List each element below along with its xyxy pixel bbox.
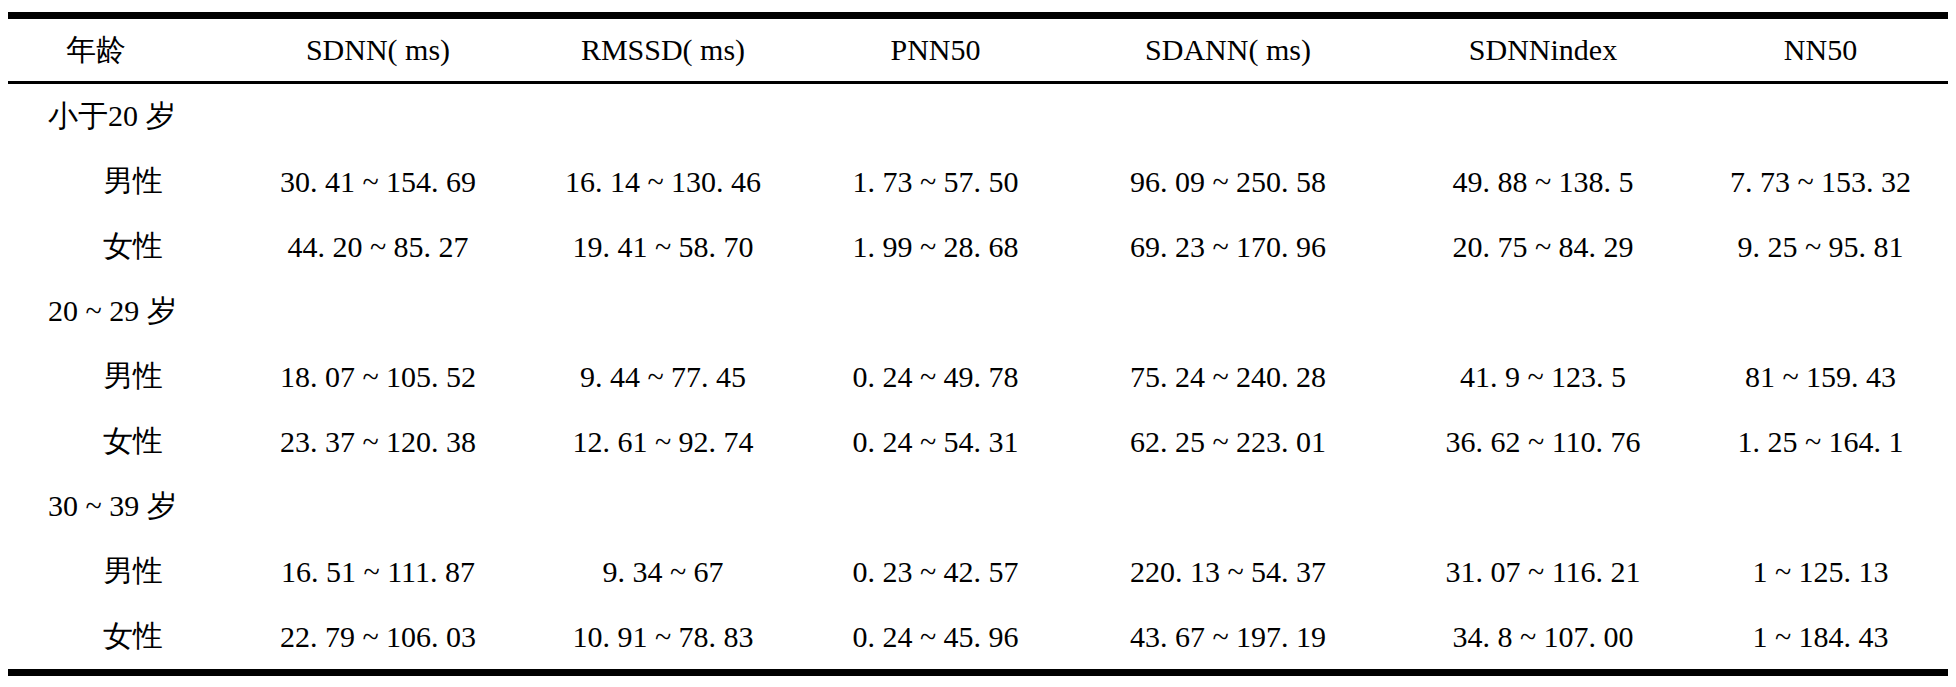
column-header-nn50: NN50 bbox=[1693, 16, 1948, 83]
table-row-20-29-male: 男性 18. 07 ~ 105. 52 9. 44 ~ 77. 45 0. 24… bbox=[8, 344, 1948, 409]
table-row-30-39-female: 女性 22. 79 ~ 106. 03 10. 91 ~ 78. 83 0. 2… bbox=[8, 604, 1948, 673]
group-row-under-20: 小于20 岁 bbox=[8, 83, 1948, 150]
cell-nn50: 1 ~ 125. 13 bbox=[1693, 539, 1948, 604]
cell-nn50: 1. 25 ~ 164. 1 bbox=[1693, 409, 1948, 474]
cell-sdann: 43. 67 ~ 197. 19 bbox=[1063, 604, 1393, 673]
table-header-row: 年龄 SDNN( ms) RMSSD( ms) PNN50 SDANN( ms)… bbox=[8, 16, 1948, 83]
cell-rmssd: 9. 34 ~ 67 bbox=[518, 539, 808, 604]
column-header-sdnnindex: SDNNindex bbox=[1393, 16, 1693, 83]
column-header-sdnn: SDNN( ms) bbox=[238, 16, 518, 83]
table-row-under20-male: 男性 30. 41 ~ 154. 69 16. 14 ~ 130. 46 1. … bbox=[8, 149, 1948, 214]
cell-nn50: 9. 25 ~ 95. 81 bbox=[1693, 214, 1948, 279]
cell-pnn50: 0. 24 ~ 54. 31 bbox=[808, 409, 1063, 474]
cell-rmssd: 16. 14 ~ 130. 46 bbox=[518, 149, 808, 214]
table-row-under20-female: 女性 44. 20 ~ 85. 27 19. 41 ~ 58. 70 1. 99… bbox=[8, 214, 1948, 279]
cell-sdnn: 18. 07 ~ 105. 52 bbox=[238, 344, 518, 409]
column-header-rmssd: RMSSD( ms) bbox=[518, 16, 808, 83]
group-row-30-39: 30 ~ 39 岁 bbox=[8, 474, 1948, 539]
cell-sdann: 220. 13 ~ 54. 37 bbox=[1063, 539, 1393, 604]
row-label-female: 女性 bbox=[8, 409, 238, 474]
row-label-male: 男性 bbox=[8, 149, 238, 214]
cell-nn50: 7. 73 ~ 153. 32 bbox=[1693, 149, 1948, 214]
cell-sdann: 62. 25 ~ 223. 01 bbox=[1063, 409, 1393, 474]
cell-rmssd: 12. 61 ~ 92. 74 bbox=[518, 409, 808, 474]
cell-sdnn: 30. 41 ~ 154. 69 bbox=[238, 149, 518, 214]
cell-sdnn: 44. 20 ~ 85. 27 bbox=[238, 214, 518, 279]
cell-rmssd: 9. 44 ~ 77. 45 bbox=[518, 344, 808, 409]
cell-sdnn: 23. 37 ~ 120. 38 bbox=[238, 409, 518, 474]
cell-sdnnindex: 34. 8 ~ 107. 00 bbox=[1393, 604, 1693, 673]
cell-nn50: 1 ~ 184. 43 bbox=[1693, 604, 1948, 673]
cell-sdnnindex: 41. 9 ~ 123. 5 bbox=[1393, 344, 1693, 409]
column-header-age: 年龄 bbox=[8, 16, 238, 83]
cell-pnn50: 1. 99 ~ 28. 68 bbox=[808, 214, 1063, 279]
table-row-30-39-male: 男性 16. 51 ~ 111. 87 9. 34 ~ 67 0. 23 ~ 4… bbox=[8, 539, 1948, 604]
column-header-sdann: SDANN( ms) bbox=[1063, 16, 1393, 83]
cell-sdann: 69. 23 ~ 170. 96 bbox=[1063, 214, 1393, 279]
group-label-30-39: 30 ~ 39 岁 bbox=[8, 474, 1948, 539]
cell-nn50: 81 ~ 159. 43 bbox=[1693, 344, 1948, 409]
cell-pnn50: 0. 23 ~ 42. 57 bbox=[808, 539, 1063, 604]
cell-pnn50: 0. 24 ~ 49. 78 bbox=[808, 344, 1063, 409]
cell-sdnnindex: 31. 07 ~ 116. 21 bbox=[1393, 539, 1693, 604]
cell-sdnn: 16. 51 ~ 111. 87 bbox=[238, 539, 518, 604]
hrv-reference-table: 年龄 SDNN( ms) RMSSD( ms) PNN50 SDANN( ms)… bbox=[8, 12, 1948, 676]
cell-sdann: 96. 09 ~ 250. 58 bbox=[1063, 149, 1393, 214]
table-row-20-29-female: 女性 23. 37 ~ 120. 38 12. 61 ~ 92. 74 0. 2… bbox=[8, 409, 1948, 474]
cell-sdann: 75. 24 ~ 240. 28 bbox=[1063, 344, 1393, 409]
cell-pnn50: 1. 73 ~ 57. 50 bbox=[808, 149, 1063, 214]
hrv-reference-table-container: 年龄 SDNN( ms) RMSSD( ms) PNN50 SDANN( ms)… bbox=[0, 0, 1956, 676]
cell-sdnnindex: 36. 62 ~ 110. 76 bbox=[1393, 409, 1693, 474]
cell-rmssd: 19. 41 ~ 58. 70 bbox=[518, 214, 808, 279]
cell-sdnnindex: 20. 75 ~ 84. 29 bbox=[1393, 214, 1693, 279]
group-label-20-29: 20 ~ 29 岁 bbox=[8, 279, 1948, 344]
group-label-under-20: 小于20 岁 bbox=[8, 83, 1948, 150]
row-label-male: 男性 bbox=[8, 539, 238, 604]
row-label-female: 女性 bbox=[8, 604, 238, 673]
cell-rmssd: 10. 91 ~ 78. 83 bbox=[518, 604, 808, 673]
cell-pnn50: 0. 24 ~ 45. 96 bbox=[808, 604, 1063, 673]
column-header-pnn50: PNN50 bbox=[808, 16, 1063, 83]
cell-sdnnindex: 49. 88 ~ 138. 5 bbox=[1393, 149, 1693, 214]
group-row-20-29: 20 ~ 29 岁 bbox=[8, 279, 1948, 344]
row-label-male: 男性 bbox=[8, 344, 238, 409]
cell-sdnn: 22. 79 ~ 106. 03 bbox=[238, 604, 518, 673]
row-label-female: 女性 bbox=[8, 214, 238, 279]
